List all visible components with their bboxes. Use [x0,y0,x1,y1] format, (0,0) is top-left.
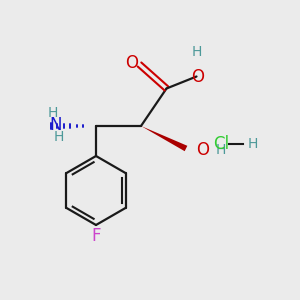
Text: Cl: Cl [213,135,229,153]
Text: H: H [191,46,202,59]
Text: N: N [49,116,62,134]
Text: F: F [91,227,101,245]
Text: H: H [248,137,258,151]
Polygon shape [141,126,187,151]
Text: H: H [53,130,64,144]
Text: O: O [191,68,205,85]
Text: H: H [47,106,58,120]
Text: O: O [196,141,209,159]
Text: O: O [125,54,139,72]
Text: H: H [215,143,226,157]
